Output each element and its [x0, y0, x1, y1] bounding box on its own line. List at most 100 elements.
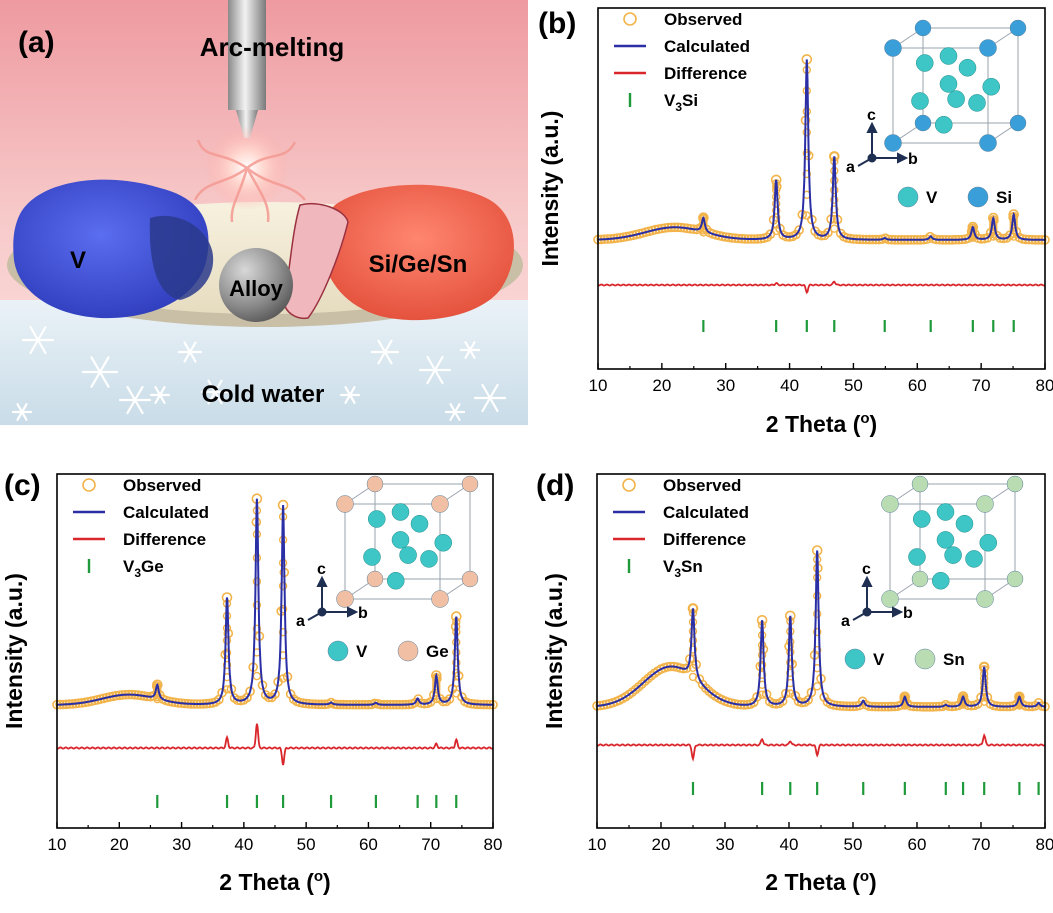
- observed-point: [813, 645, 822, 655]
- v-atom: [434, 534, 452, 552]
- observed-point: [444, 694, 455, 704]
- observed-point: [823, 227, 833, 238]
- legend-entry: Observed: [123, 476, 201, 495]
- x-axis-label: 2 Theta (o): [766, 410, 877, 437]
- observed-point: [1009, 226, 1018, 235]
- calculated-series: [57, 498, 493, 706]
- snowflake-icon: [370, 339, 400, 365]
- observed-point: [1009, 223, 1018, 233]
- x-tick-label: 30: [716, 376, 735, 395]
- corner-atom: [914, 19, 932, 37]
- corner-atom: [979, 134, 997, 152]
- observed-point: [688, 645, 698, 654]
- snowflake-icon: [444, 403, 466, 421]
- unit-cell-front: [889, 503, 986, 600]
- lattice-axes-icon: [852, 575, 904, 621]
- observed-point: [452, 668, 461, 678]
- v-atom: [911, 92, 929, 110]
- observed-point: [152, 679, 163, 691]
- y-axis-label: Intensity (a.u.): [1, 573, 27, 729]
- chart-panel-d: 10 20 30 40 50 60 70 80 2 Theta (o) Intensity (a.…: [536, 469, 1053, 895]
- x-tick-label: 20: [652, 376, 671, 395]
- x-tick-label: 40: [780, 376, 799, 395]
- observed-point: [688, 636, 698, 645]
- x-tick-label: 60: [908, 376, 927, 395]
- observed-point: [278, 604, 288, 614]
- panel-a-schematic: (a) Arc-melting V Alloy Si/Ge/Sn Cold wa…: [0, 0, 528, 425]
- corner-atom: [1009, 114, 1027, 132]
- lattice-axes-icon: [857, 121, 909, 167]
- corner-atom: [431, 590, 449, 608]
- corner-atom: [461, 475, 479, 493]
- unit-cell-front: [344, 503, 441, 600]
- legend-marker-observed: [623, 12, 637, 26]
- observed-series: [593, 54, 1050, 245]
- x-tick-label: 70: [972, 376, 991, 395]
- snowflake-icon: [459, 341, 481, 359]
- vanadium-fragments: [149, 215, 214, 300]
- arc-melting-title: Arc-melting: [200, 32, 344, 62]
- axis-b-label: b: [358, 605, 368, 622]
- atom-legend-label: V: [356, 642, 368, 661]
- observed-point: [786, 647, 795, 657]
- corner-atom: [431, 495, 449, 513]
- legend-entry: V3Ge: [123, 557, 164, 580]
- electrode-icon: [228, 0, 266, 110]
- y-axis-label: Intensity (a.u.): [541, 573, 567, 729]
- snowflake-icon: [473, 383, 507, 413]
- legend-entry: Calculated: [663, 503, 749, 522]
- observed-point: [278, 674, 288, 683]
- observed-point: [757, 660, 767, 670]
- x-tick-label: 10: [589, 376, 608, 395]
- v-atom: [410, 515, 429, 533]
- x-axis-unit: o: [860, 410, 869, 427]
- observed-point: [222, 648, 232, 657]
- legend-element: Ge: [141, 557, 164, 576]
- observed-point: [830, 185, 839, 195]
- crystal-structure-icon: [336, 475, 479, 608]
- observed-point: [980, 683, 989, 692]
- atom-legend-label: Ge: [426, 642, 449, 661]
- observed-point: [252, 624, 262, 633]
- difference-series: [597, 280, 1046, 295]
- v-atom: [363, 548, 381, 566]
- observed-point: [777, 696, 788, 707]
- atom-legend-swatch: [897, 186, 919, 208]
- observed-point: [786, 658, 795, 667]
- observed-point: [252, 553, 262, 562]
- corner-atom: [1009, 19, 1027, 37]
- v-atom: [391, 531, 410, 549]
- v-atom: [391, 503, 410, 521]
- x-tick-label: 60: [908, 835, 927, 854]
- axis-b-label: b: [908, 151, 918, 168]
- legend-entry: Difference: [663, 530, 746, 549]
- cold-water-label: Cold water: [202, 381, 325, 408]
- panel-label: (b): [538, 7, 576, 40]
- v-atom: [955, 515, 974, 533]
- alloy-label: Alloy: [229, 276, 284, 301]
- calculated-series: [597, 59, 1045, 241]
- x-tick-label: 50: [297, 835, 316, 854]
- corner-atom: [911, 475, 929, 493]
- observed-point: [270, 689, 280, 699]
- y-axis-label: Intensity (a.u.): [537, 111, 563, 267]
- corner-atom: [461, 570, 479, 588]
- corner-atom: [336, 590, 354, 608]
- legend: Observed Calculated Difference V3Ge: [73, 476, 209, 580]
- observed-point: [688, 627, 698, 636]
- unit-cell-back: [922, 27, 1019, 124]
- x-tick-label: 60: [359, 835, 378, 854]
- observed-point: [980, 688, 989, 697]
- x-tick-label: 20: [652, 835, 671, 854]
- observed-point: [252, 671, 262, 681]
- observed-point: [252, 600, 262, 610]
- x-tick-label: 40: [780, 835, 799, 854]
- crystal-structure-icon: [881, 475, 1024, 608]
- corner-atom: [366, 570, 384, 588]
- legend-entry: Difference: [123, 530, 206, 549]
- x-tick-label: 40: [234, 835, 253, 854]
- observed-point: [802, 169, 811, 179]
- panel-label: (d): [536, 469, 574, 502]
- observed-point: [278, 628, 288, 637]
- observed-series: [52, 493, 498, 710]
